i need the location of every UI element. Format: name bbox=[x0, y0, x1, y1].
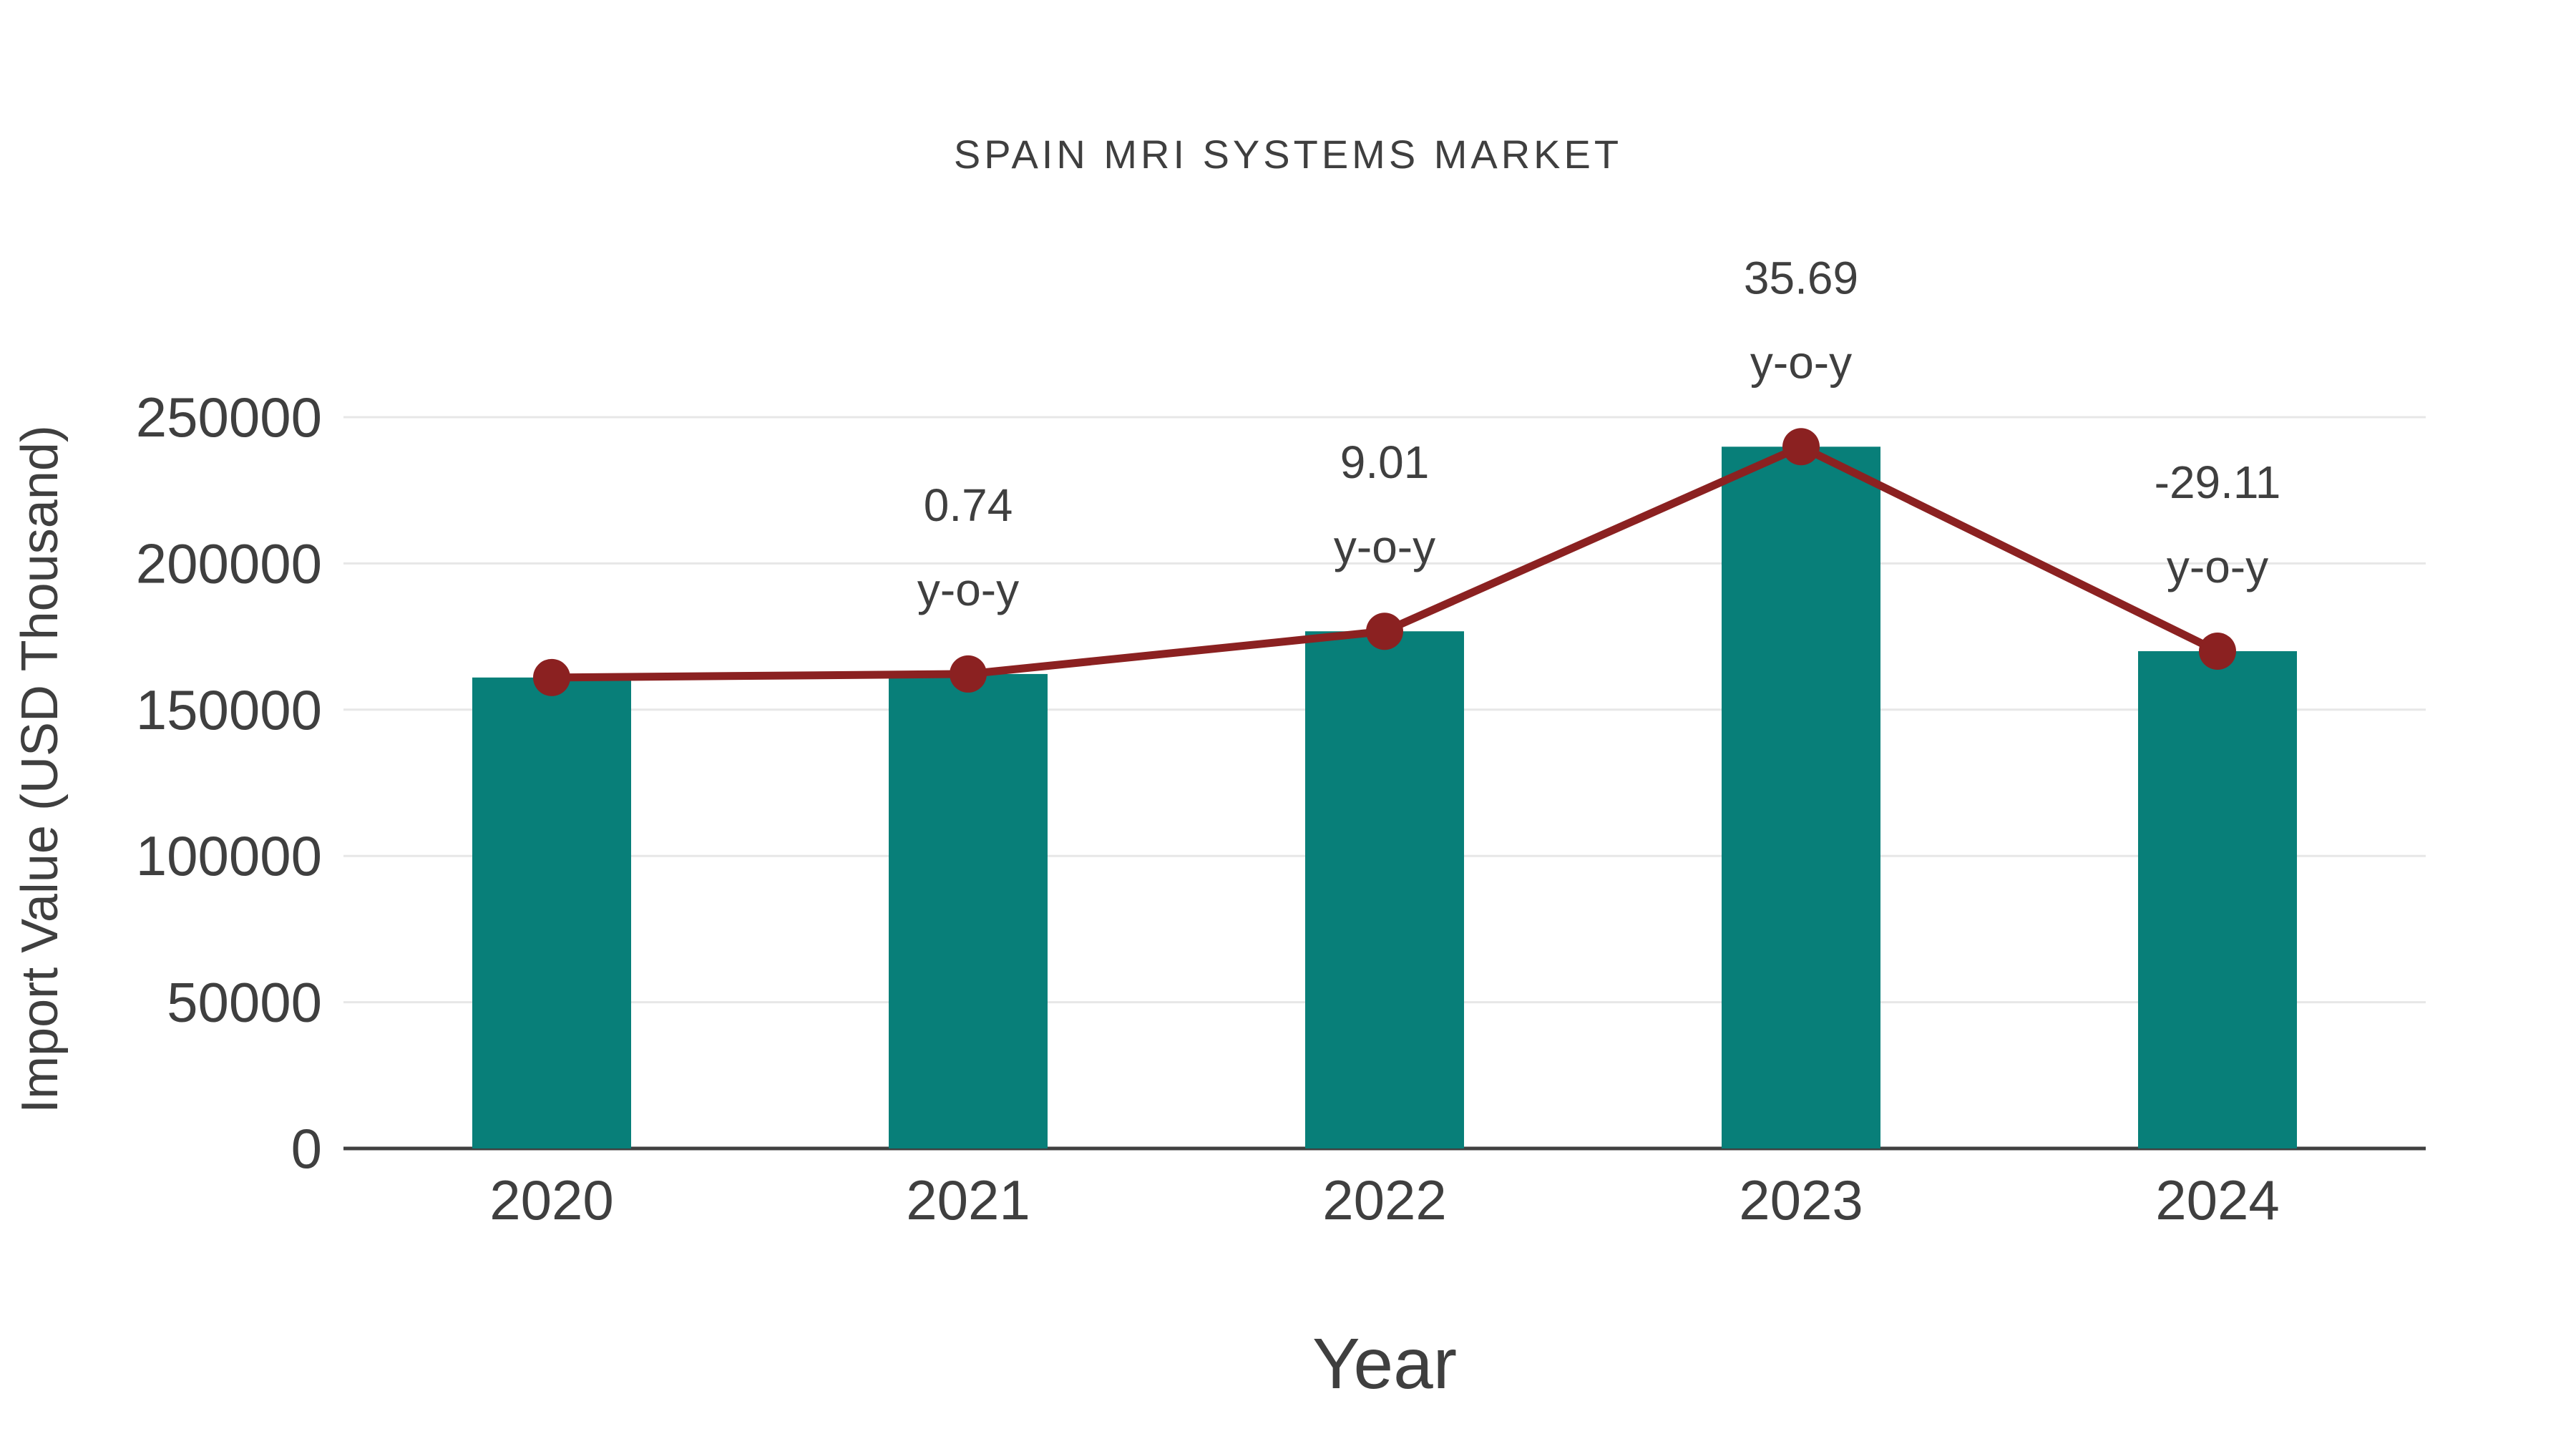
x-tick-label: 2020 bbox=[489, 1169, 614, 1231]
y-tick-label: 100000 bbox=[136, 824, 322, 887]
marker-2020 bbox=[533, 658, 570, 696]
x-tick-label: 2021 bbox=[906, 1169, 1030, 1231]
x-axis-tick-labels: 2020 2021 2022 2023 2024 bbox=[489, 1169, 2280, 1231]
bar-2024 bbox=[2138, 651, 2297, 1148]
y-axis-title: Import Value (USD Thousand) bbox=[11, 425, 69, 1113]
y-tick-label: 150000 bbox=[136, 678, 322, 741]
annotation-value-2024: -29.11 bbox=[2155, 457, 2281, 508]
annotation-value-2023: 35.69 bbox=[1744, 252, 1858, 303]
marker-2022 bbox=[1366, 613, 1403, 650]
y-axis-tick-labels: 0 50000 100000 150000 200000 250000 bbox=[136, 386, 322, 1180]
bar-2021 bbox=[889, 673, 1048, 1148]
marker-2024 bbox=[2199, 633, 2236, 670]
marker-2021 bbox=[950, 655, 987, 693]
yoy-annotations: 0.74 y-o-y 9.01 y-o-y 35.69 y-o-y -29.11 y-o-y bbox=[917, 252, 2280, 615]
x-tick-label: 2024 bbox=[2155, 1169, 2280, 1231]
x-tick-label: 2022 bbox=[1322, 1169, 1447, 1231]
annotation-suffix-2022: y-o-y bbox=[1334, 521, 1435, 572]
bar-2023 bbox=[1722, 447, 1880, 1148]
bar-2020 bbox=[472, 677, 631, 1148]
annotation-suffix-2023: y-o-y bbox=[1750, 336, 1852, 388]
bar-2022 bbox=[1305, 631, 1464, 1148]
y-tick-label: 50000 bbox=[167, 971, 322, 1034]
marker-2023 bbox=[1782, 428, 1820, 466]
y-tick-label: 0 bbox=[291, 1117, 322, 1180]
x-axis-title: Year bbox=[1312, 1324, 1457, 1404]
annotation-suffix-2024: y-o-y bbox=[2167, 541, 2268, 592]
y-tick-label: 250000 bbox=[136, 386, 322, 449]
x-tick-label: 2023 bbox=[1739, 1169, 1863, 1231]
chart-title: SPAIN MRI SYSTEMS MARKET bbox=[954, 132, 1622, 177]
y-tick-label: 200000 bbox=[136, 532, 322, 595]
annotation-value-2021: 0.74 bbox=[924, 479, 1013, 531]
annotation-value-2022: 9.01 bbox=[1340, 436, 1430, 488]
line-series bbox=[533, 428, 2236, 696]
annotation-suffix-2021: y-o-y bbox=[917, 564, 1019, 615]
bar-series bbox=[472, 447, 2297, 1148]
